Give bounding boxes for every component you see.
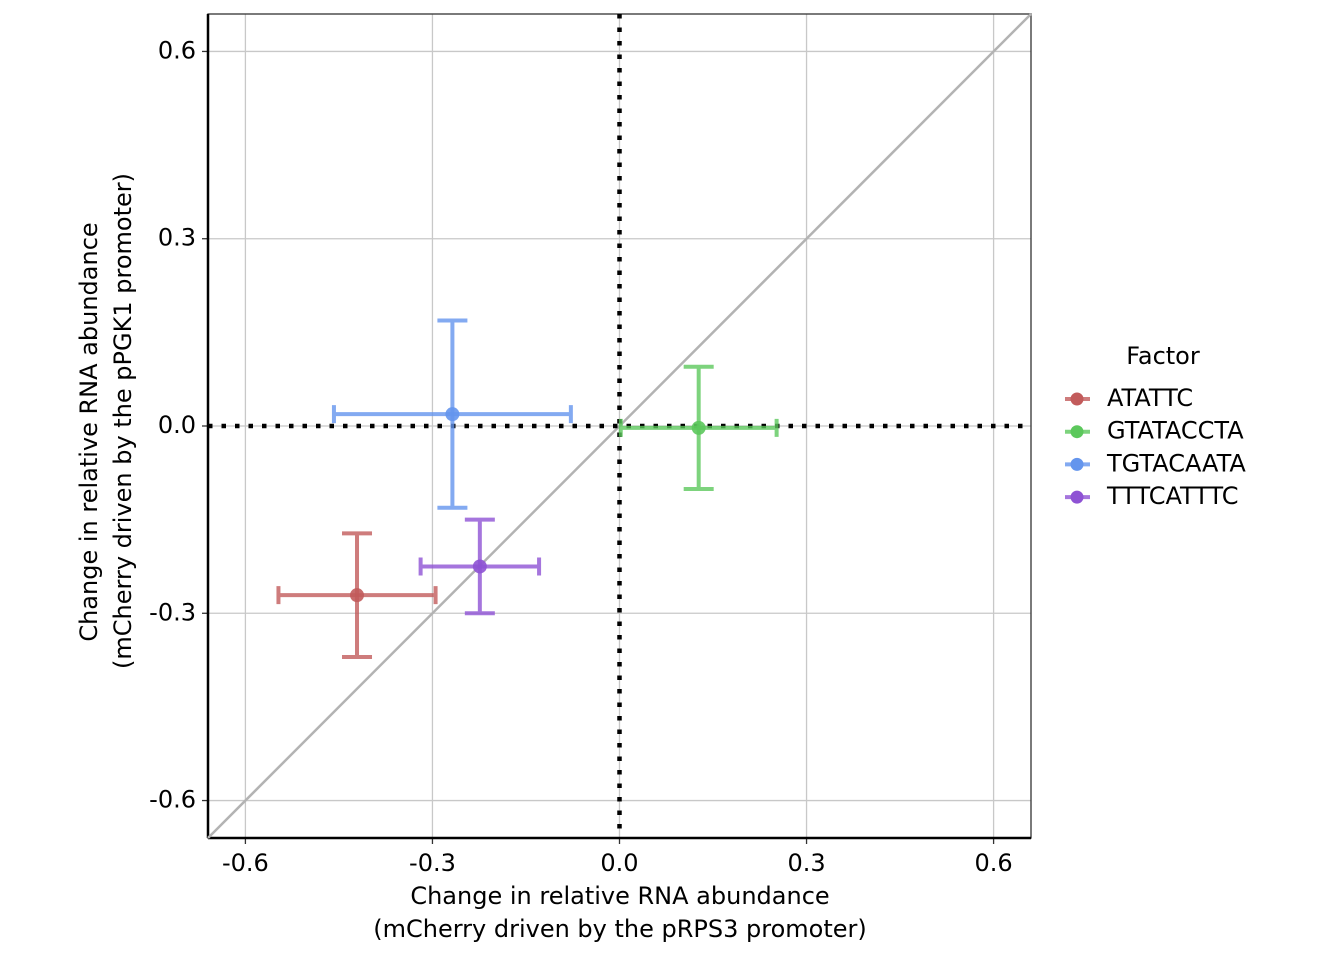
x-axis-label: Change in relative RNA abundance [410, 882, 829, 910]
legend-label: ATATTC [1107, 384, 1193, 412]
y-axis-label: Change in relative RNA abundance [75, 222, 103, 641]
legend-key [1070, 490, 1084, 504]
y-axis-label: (mCherry driven by the pPGK1 promoter) [109, 173, 137, 669]
x-tick-label: 0.3 [787, 849, 825, 877]
point [350, 588, 365, 603]
x-tick-label: -0.6 [222, 849, 269, 877]
x-tick-label: -0.3 [409, 849, 456, 877]
point [691, 420, 706, 435]
x-tick-label: 0.0 [600, 849, 638, 877]
legend-label: TGTACAATA [1106, 449, 1246, 477]
legend-title: Factor [1126, 342, 1200, 370]
y-tick-label: 0.0 [158, 411, 196, 439]
legend-key [1070, 457, 1084, 471]
y-tick-label: 0.3 [158, 224, 196, 252]
point [445, 407, 460, 422]
point [472, 559, 487, 574]
x-axis-label: (mCherry driven by the pRPS3 promoter) [373, 915, 867, 943]
legend-label: GTATACCTA [1107, 417, 1244, 445]
y-tick-label: -0.6 [149, 786, 196, 814]
legend-key [1070, 392, 1084, 406]
legend-key [1070, 425, 1084, 439]
y-tick-label: -0.3 [149, 598, 196, 626]
legend-label: TTTCATTTC [1106, 482, 1239, 510]
x-tick-label: 0.6 [975, 849, 1013, 877]
y-tick-label: 0.6 [158, 36, 196, 64]
